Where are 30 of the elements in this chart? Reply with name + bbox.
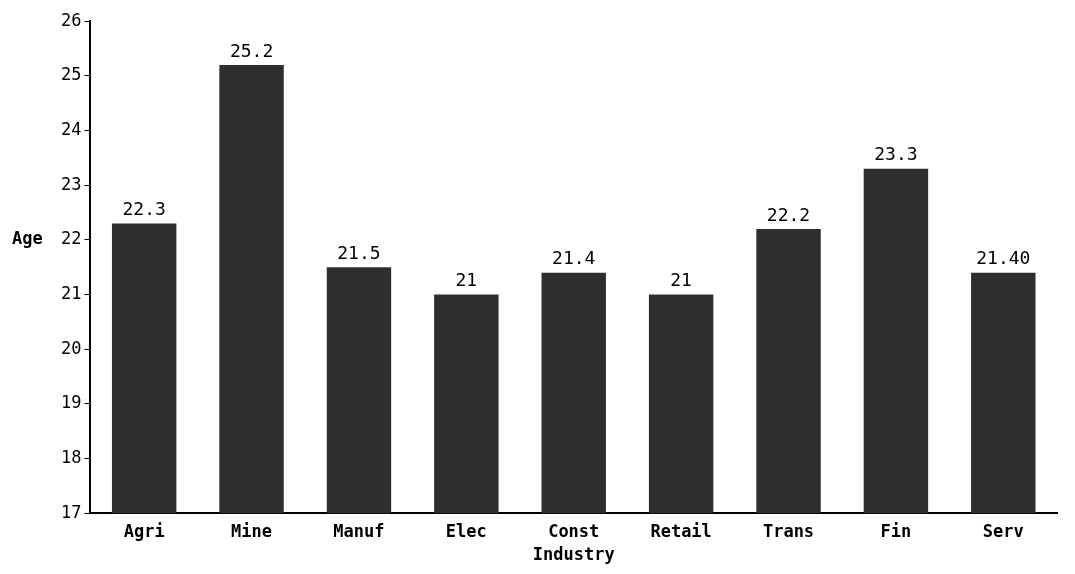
x-tick-label: Retail [650, 520, 712, 541]
data-label: 21.5 [337, 241, 381, 263]
x-tick-label: Const [548, 520, 600, 541]
x-tick-label: Elec [445, 520, 487, 541]
data-label: 21.40 [976, 247, 1031, 269]
x-tick-label: Mine [231, 520, 273, 541]
y-tick-label: 22 [60, 228, 82, 249]
y-tick-label: 19 [60, 392, 82, 413]
data-label: 25.2 [229, 39, 274, 61]
x-tick-label: Serv [982, 520, 1024, 541]
y-tick-label: 23 [60, 173, 82, 194]
data-label: 21.4 [552, 247, 596, 269]
y-tick-label: 18 [60, 446, 82, 467]
y-tick-label: 25 [60, 64, 82, 85]
x-tick-label: Fin [880, 520, 912, 541]
y-tick-label: 24 [60, 118, 82, 139]
x-axis-title: Industry [532, 544, 615, 565]
y-tick-label: 17 [60, 501, 82, 522]
data-label: 23.3 [874, 143, 918, 165]
data-label: 22.2 [766, 203, 811, 225]
data-label: 21 [670, 269, 692, 291]
y-tick-label: 20 [60, 337, 82, 358]
x-tick-label: Agri [123, 520, 165, 541]
x-tick-label: Manuf [333, 520, 385, 541]
data-label: 22.3 [122, 198, 166, 220]
y-axis-title: Age [12, 228, 43, 249]
x-tick-label: Trans [762, 520, 815, 541]
data-label: 21 [455, 269, 478, 291]
y-tick-label: 21 [60, 282, 82, 303]
y-tick-label: 26 [60, 9, 82, 30]
